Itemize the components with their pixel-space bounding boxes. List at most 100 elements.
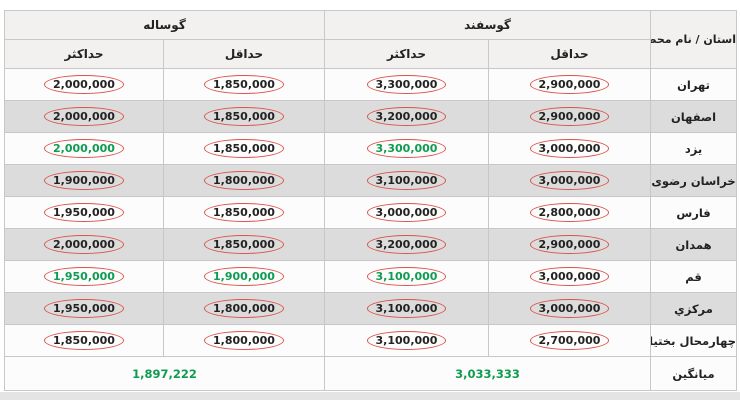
red-ellipse: 1,850,000 (204, 138, 284, 159)
red-ellipse: 2,000,000 (44, 74, 124, 95)
calf-min-value: 1,850,000 (163, 196, 325, 229)
red-ellipse: 3,300,000 (366, 138, 447, 159)
sheep-max-value: 3,100,000 (324, 292, 489, 325)
sheep-min-value: 2,900,000 (488, 100, 651, 133)
header-group-calf: گوساله (4, 10, 325, 40)
province-name: مرکزي (650, 292, 737, 325)
red-ellipse: 3,000,000 (529, 138, 610, 159)
red-ellipse: 3,100,000 (366, 298, 447, 319)
sheep-min-value: 2,700,000 (488, 324, 651, 357)
calf-min-value: 1,900,000 (163, 260, 325, 293)
price-table-container: استان / نام محصول گوسفند گوساله حداقل حد… (4, 10, 737, 391)
province-name: یزد (650, 132, 737, 165)
province-name: همدان (650, 228, 737, 261)
table-row: همدان 2,900,000 3,200,000 1,850,000 2,00… (4, 228, 737, 261)
header-sheep-max: حداکثر (324, 39, 489, 69)
calf-max-value: 2,000,000 (4, 228, 164, 261)
red-ellipse: 1,850,000 (204, 106, 284, 127)
table-row: خراسان رضوی 3,000,000 3,100,000 1,800,00… (4, 164, 737, 197)
header-calf-min: حداقل (163, 39, 325, 69)
province-name: خراسان رضوی (650, 164, 737, 197)
calf-min-value: 1,800,000 (163, 164, 325, 197)
sheep-min-value: 3,000,000 (488, 132, 651, 165)
red-ellipse: 2,000,000 (44, 106, 124, 127)
calf-min-value: 1,850,000 (163, 100, 325, 133)
red-ellipse: 1,800,000 (204, 170, 284, 191)
sheep-max-value: 3,100,000 (324, 324, 489, 357)
table-row: تهران 2,900,000 3,300,000 1,850,000 2,00… (4, 68, 737, 101)
sheep-min-value: 3,000,000 (488, 164, 651, 197)
table-row: یزد 3,000,000 3,300,000 1,850,000 2,000,… (4, 132, 737, 165)
red-ellipse: 2,900,000 (529, 234, 610, 255)
red-ellipse: 3,000,000 (366, 202, 447, 223)
sheep-min-value: 2,900,000 (488, 228, 651, 261)
red-ellipse: 1,800,000 (204, 330, 284, 351)
red-ellipse: 1,850,000 (44, 330, 124, 351)
province-name: قم (650, 260, 737, 293)
red-ellipse: 3,100,000 (366, 266, 447, 287)
header-calf-max: حداکثر (4, 39, 164, 69)
calf-average-value: 1,897,222 (4, 356, 325, 391)
red-ellipse: 2,800,000 (529, 202, 610, 223)
sheep-max-value: 3,200,000 (324, 100, 489, 133)
sheep-average-value: 3,033,333 (324, 356, 651, 391)
calf-max-value: 2,000,000 (4, 100, 164, 133)
red-ellipse: 1,950,000 (44, 202, 124, 223)
calf-min-value: 1,850,000 (163, 228, 325, 261)
red-ellipse: 1,950,000 (44, 298, 124, 319)
header-sheep-min: حداقل (488, 39, 651, 69)
calf-min-value: 1,850,000 (163, 132, 325, 165)
calf-min-value: 1,800,000 (163, 324, 325, 357)
red-ellipse: 1,900,000 (204, 266, 284, 287)
red-ellipse: 1,850,000 (204, 202, 284, 223)
red-ellipse: 1,850,000 (204, 234, 284, 255)
province-name: فارس (650, 196, 737, 229)
red-ellipse: 3,000,000 (529, 170, 610, 191)
page-bottom-strip (0, 392, 740, 400)
red-ellipse: 3,200,000 (366, 106, 447, 127)
average-row: میانگین 3,033,333 1,897,222 (4, 356, 737, 391)
sheep-max-value: 3,200,000 (324, 228, 489, 261)
calf-max-value: 1,900,000 (4, 164, 164, 197)
red-ellipse: 3,100,000 (366, 330, 447, 351)
table-row: فارس 2,800,000 3,000,000 1,850,000 1,950… (4, 196, 737, 229)
red-ellipse: 2,000,000 (44, 138, 124, 159)
red-ellipse: 3,200,000 (366, 234, 447, 255)
red-ellipse: 3,000,000 (529, 266, 610, 287)
calf-max-value: 1,950,000 (4, 292, 164, 325)
table-row: چهارمحال بختیاري 2,700,000 3,100,000 1,8… (4, 324, 737, 357)
calf-max-value: 1,850,000 (4, 324, 164, 357)
red-ellipse: 2,900,000 (529, 74, 610, 95)
calf-max-value: 1,950,000 (4, 260, 164, 293)
table-row: اصفهان 2,900,000 3,200,000 1,850,000 2,0… (4, 100, 737, 133)
province-name: چهارمحال بختیاري (650, 324, 737, 357)
red-ellipse: 2,000,000 (44, 234, 124, 255)
sheep-max-value: 3,100,000 (324, 260, 489, 293)
red-ellipse: 1,900,000 (44, 170, 124, 191)
sheep-max-value: 3,000,000 (324, 196, 489, 229)
red-ellipse: 1,800,000 (204, 298, 284, 319)
sheep-min-value: 3,000,000 (488, 260, 651, 293)
calf-min-value: 1,850,000 (163, 68, 325, 101)
livestock-price-table: استان / نام محصول گوسفند گوساله حداقل حد… (4, 10, 737, 391)
calf-max-value: 2,000,000 (4, 68, 164, 101)
sheep-max-value: 3,300,000 (324, 132, 489, 165)
sheep-max-value: 3,100,000 (324, 164, 489, 197)
header-row-minmax: حداقل حداکثر حداقل حداکثر (4, 39, 737, 69)
red-ellipse: 1,950,000 (44, 266, 124, 287)
calf-max-value: 1,950,000 (4, 196, 164, 229)
red-ellipse: 3,100,000 (366, 170, 447, 191)
table-row: مرکزي 3,000,000 3,100,000 1,800,000 1,95… (4, 292, 737, 325)
calf-max-value: 2,000,000 (4, 132, 164, 165)
header-product-column: استان / نام محصول (650, 10, 737, 69)
red-ellipse: 2,700,000 (529, 330, 610, 351)
province-name: اصفهان (650, 100, 737, 133)
table-row: قم 3,000,000 3,100,000 1,900,000 1,950,0… (4, 260, 737, 293)
red-ellipse: 3,300,000 (366, 74, 447, 95)
header-row-groups: استان / نام محصول گوسفند گوساله (4, 10, 737, 69)
sheep-min-value: 2,900,000 (488, 68, 651, 101)
average-row-label: میانگین (650, 356, 737, 391)
province-name: تهران (650, 68, 737, 101)
red-ellipse: 1,850,000 (204, 74, 284, 95)
calf-min-value: 1,800,000 (163, 292, 325, 325)
